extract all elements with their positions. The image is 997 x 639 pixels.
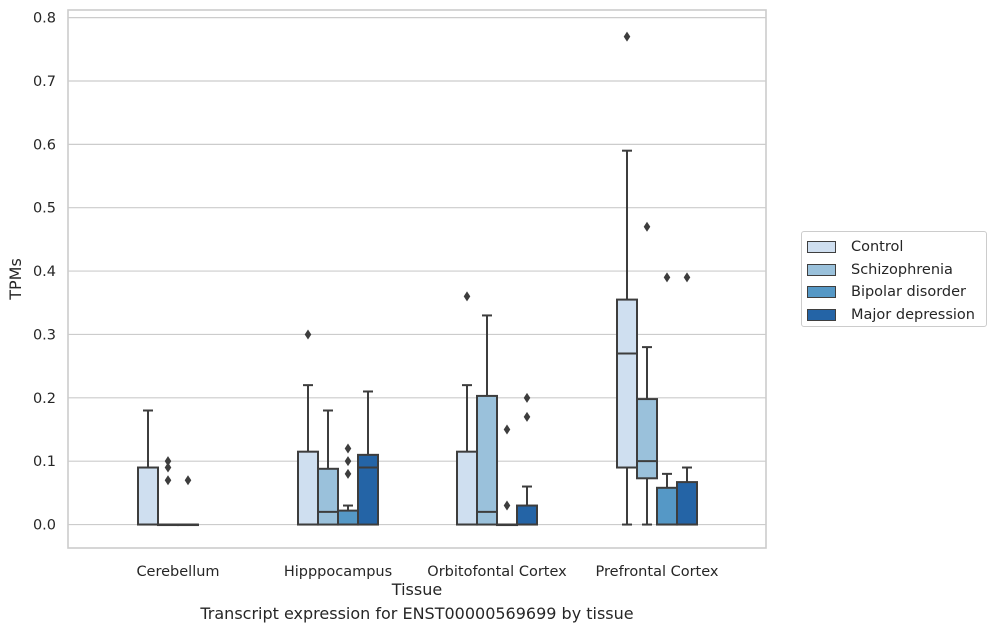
box-major-depression bbox=[676, 481, 698, 526]
box-control bbox=[137, 466, 159, 526]
legend-label-schizophrenia: Schizophrenia bbox=[851, 261, 953, 278]
chart-caption: Transcript expression for ENST0000056969… bbox=[200, 604, 634, 623]
x-tick-label: Orbitofontal Cortex bbox=[427, 564, 567, 580]
outlier-schizophrenia bbox=[643, 221, 651, 232]
legend-swatch-control bbox=[807, 241, 836, 254]
legend-label-control: Control bbox=[851, 239, 904, 256]
outlier-bipolar-disorder bbox=[344, 443, 352, 454]
box-bipolar-disorder bbox=[337, 509, 359, 526]
y-tick-label: 0.8 bbox=[33, 11, 56, 27]
outlier-bipolar-disorder bbox=[503, 424, 511, 435]
box-bipolar-disorder bbox=[656, 486, 678, 526]
outlier-schizophrenia bbox=[164, 475, 172, 486]
legend-swatch-schizophrenia bbox=[807, 263, 836, 276]
outlier-bipolar-disorder bbox=[503, 500, 511, 511]
box-control bbox=[456, 450, 478, 526]
outlier-major-depression bbox=[523, 392, 531, 403]
plot-frame bbox=[67, 9, 767, 549]
legend-item-bipolar-disorder: Bipolar disorder bbox=[802, 281, 986, 304]
x-tick-label: Prefrontal Cortex bbox=[596, 564, 719, 580]
box-schizophrenia bbox=[476, 394, 498, 526]
box-major-depression bbox=[357, 453, 379, 526]
outlier-bipolar-disorder bbox=[184, 475, 192, 486]
legend-label-major-depression: Major depression bbox=[851, 306, 975, 323]
x-axis-label: Tissue bbox=[391, 580, 442, 599]
legend: Control Schizophrenia Bipolar disorder M… bbox=[801, 231, 987, 327]
box-schizophrenia bbox=[636, 398, 658, 480]
y-tick-label: 0.0 bbox=[33, 518, 56, 534]
outlier-bipolar-disorder bbox=[344, 456, 352, 467]
box-control bbox=[616, 298, 638, 469]
y-tick-label: 0.7 bbox=[33, 74, 56, 90]
outlier-bipolar-disorder bbox=[663, 272, 671, 283]
outlier-major-depression bbox=[683, 272, 691, 283]
y-axis-label: TPMs bbox=[6, 258, 25, 301]
outlier-control bbox=[463, 291, 471, 302]
x-tick-label: Cerebellum bbox=[136, 564, 219, 580]
legend-swatch-bipolar-disorder bbox=[807, 286, 836, 299]
x-tick-label: Hipppocampus bbox=[284, 564, 392, 580]
y-tick-label: 0.6 bbox=[33, 137, 56, 153]
legend-item-schizophrenia: Schizophrenia bbox=[802, 259, 986, 282]
y-tick-label: 0.5 bbox=[33, 201, 56, 217]
legend-item-major-depression: Major depression bbox=[802, 304, 986, 327]
outlier-control bbox=[623, 31, 631, 42]
outlier-schizophrenia bbox=[164, 456, 172, 467]
outlier-schizophrenia bbox=[164, 462, 172, 473]
box-control bbox=[297, 450, 319, 526]
outlier-major-depression bbox=[523, 411, 531, 422]
y-tick-label: 0.4 bbox=[33, 264, 56, 280]
legend-swatch-major-depression bbox=[807, 308, 836, 321]
y-tick-label: 0.2 bbox=[33, 391, 56, 407]
outlier-control bbox=[304, 329, 312, 340]
box-schizophrenia bbox=[317, 467, 339, 526]
box-major-depression bbox=[516, 504, 538, 526]
y-tick-label: 0.3 bbox=[33, 327, 56, 343]
y-tick-label: 0.1 bbox=[33, 454, 56, 470]
legend-label-bipolar-disorder: Bipolar disorder bbox=[851, 284, 966, 301]
legend-item-control: Control bbox=[802, 236, 986, 259]
outlier-bipolar-disorder bbox=[344, 468, 352, 479]
